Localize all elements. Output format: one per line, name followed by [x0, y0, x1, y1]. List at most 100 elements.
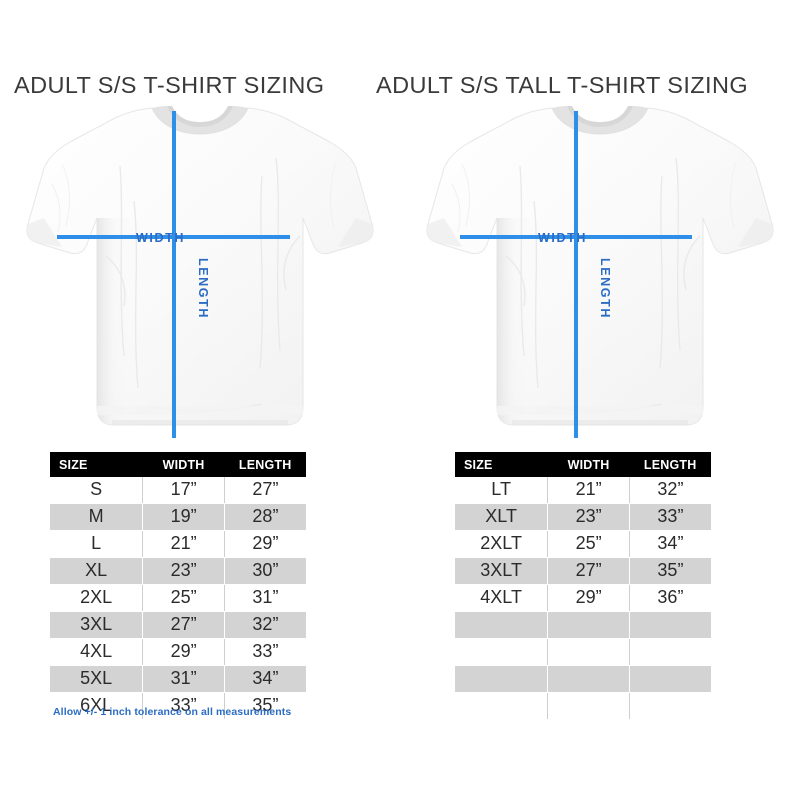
cell-length [629, 638, 711, 666]
panel-adult-ss: WIDTH LENGTH SIZE WIDTH LENGTH S 17” 27”… [0, 106, 400, 800]
header-row: SIZE WIDTH LENGTH [50, 452, 306, 477]
tshirt-illustration [426, 106, 774, 438]
cell-length: 30” [224, 557, 306, 585]
cell-length: 36” [629, 584, 711, 612]
table-row: S 17” 27” [50, 477, 306, 504]
cell-size: XLT [455, 503, 549, 531]
width-label: WIDTH [538, 231, 587, 245]
cell-size [455, 611, 549, 639]
cell-width: 25” [547, 530, 630, 558]
cell-length: 35” [224, 692, 306, 720]
cell-size: 5XL [50, 665, 144, 693]
cell-length: 28” [224, 503, 306, 531]
table-row: M 19” 28” [50, 503, 306, 531]
table-row: XL 23” 30” [50, 557, 306, 585]
cell-size: 2XL [50, 584, 144, 612]
cell-length: 34” [629, 530, 711, 558]
cell-width: 27” [142, 611, 225, 639]
tolerance-note: Allow +/- 1 inch tolerance on all measur… [53, 706, 292, 718]
cell-length [629, 665, 711, 693]
cell-length [629, 692, 711, 720]
cell-size: 2XLT [455, 530, 549, 558]
cell-size [455, 638, 549, 666]
header-size: SIZE [50, 452, 143, 477]
cell-size: 4XLT [455, 584, 549, 612]
table-row: XLT 23” 33” [455, 503, 711, 531]
cell-length: 35” [629, 557, 711, 585]
table-row: 2XL 25” 31” [50, 584, 306, 612]
title-adult-ss: ADULT S/S T-SHIRT SIZING [14, 72, 325, 98]
cell-length: 33” [224, 638, 306, 666]
cell-size: XL [50, 557, 144, 585]
cell-size: S [50, 477, 144, 504]
size-table-adult-ss-tall: SIZE WIDTH LENGTH LT 21” 32” XLT 23” 33”… [455, 452, 711, 720]
header-width: WIDTH [547, 452, 630, 477]
table-row: 4XL 29” 33” [50, 638, 306, 666]
table-row: L 21” 29” [50, 530, 306, 558]
length-label: LENGTH [196, 258, 210, 319]
title-adult-ss-tall: ADULT S/S TALL T-SHIRT SIZING [376, 72, 749, 98]
cell-length: 32” [224, 611, 306, 639]
cell-width [547, 638, 630, 666]
cell-width: 21” [142, 530, 225, 558]
table-row: 3XLT 27” 35” [455, 557, 711, 585]
cell-width: 25” [142, 584, 225, 612]
cell-length: 31” [224, 584, 306, 612]
table-body: LT 21” 32” XLT 23” 33” 2XLT 25” 34” 3XLT… [455, 477, 711, 720]
cell-width: 33” [142, 692, 225, 720]
cell-width [547, 665, 630, 693]
header-length: LENGTH [224, 452, 306, 477]
tshirt-illustration [26, 106, 374, 438]
cell-width: 29” [547, 584, 630, 612]
cell-size: LT [455, 477, 549, 504]
cell-length: 32” [629, 477, 711, 504]
cell-width [547, 611, 630, 639]
cell-size: 3XL [50, 611, 144, 639]
cell-width: 17” [142, 477, 225, 504]
size-table-adult-ss: SIZE WIDTH LENGTH S 17” 27” M 19” 28” L [50, 452, 306, 720]
table-row: 4XLT 29” 36” [455, 584, 711, 612]
cell-width: 23” [547, 503, 630, 531]
panel-adult-ss-tall: WIDTH LENGTH SIZE WIDTH LENGTH LT 21” 32… [400, 106, 800, 800]
cell-size: 4XL [50, 638, 144, 666]
header-row: SIZE WIDTH LENGTH [455, 452, 711, 477]
cell-width: 23” [142, 557, 225, 585]
table-row: 2XLT 25” 34” [455, 530, 711, 558]
table-header: SIZE WIDTH LENGTH [50, 452, 306, 477]
table-row [455, 665, 711, 693]
cell-length: 34” [224, 665, 306, 693]
cell-width: 19” [142, 503, 225, 531]
chart-titles: ADULT S/S T-SHIRT SIZING ADULT S/S TALL … [0, 72, 800, 106]
table-body: S 17” 27” M 19” 28” L 21” 29” XL 23” [50, 477, 306, 720]
header-width: WIDTH [142, 452, 225, 477]
cell-length [629, 611, 711, 639]
cell-width [547, 692, 630, 720]
table-row [455, 692, 711, 720]
table-header: SIZE WIDTH LENGTH [455, 452, 711, 477]
table-row: 5XL 31” 34” [50, 665, 306, 693]
cell-length: 33” [629, 503, 711, 531]
cell-width: 29” [142, 638, 225, 666]
cell-width: 21” [547, 477, 630, 504]
cell-width: 31” [142, 665, 225, 693]
table-row: LT 21” 32” [455, 477, 711, 504]
cell-size: 6XL [50, 692, 144, 720]
tshirt-diagram-adult-ss: WIDTH LENGTH [0, 106, 400, 448]
header-size: SIZE [455, 452, 548, 477]
cell-size: L [50, 530, 144, 558]
cell-size: 3XLT [455, 557, 549, 585]
cell-length: 29” [224, 530, 306, 558]
length-label: LENGTH [598, 258, 612, 319]
cell-size [455, 665, 549, 693]
width-label: WIDTH [136, 231, 185, 245]
table-row: 3XL 27” 32” [50, 611, 306, 639]
table-row [455, 638, 711, 666]
cell-width: 27” [547, 557, 630, 585]
cell-length: 27” [224, 477, 306, 504]
table-row [455, 611, 711, 639]
cell-size [455, 692, 549, 720]
tshirt-diagram-adult-ss-tall: WIDTH LENGTH [400, 106, 800, 448]
header-length: LENGTH [629, 452, 711, 477]
table-row: 6XL 33” 35” [50, 692, 306, 720]
